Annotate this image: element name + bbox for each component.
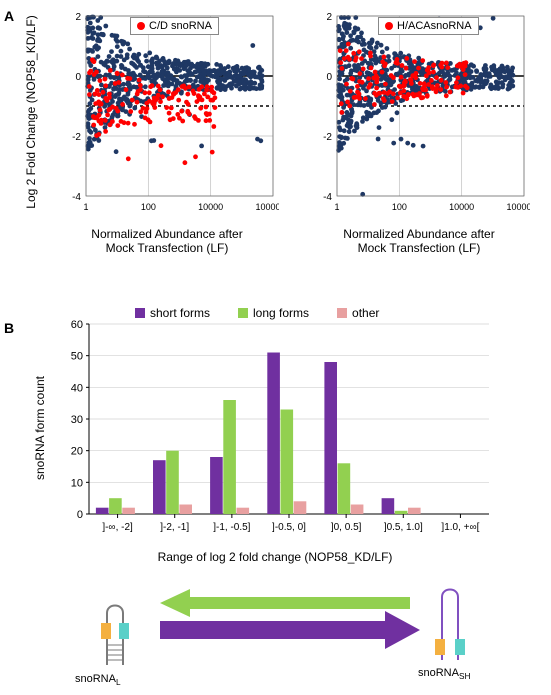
svg-text:0: 0 [326, 72, 332, 83]
arrow-top [160, 589, 410, 617]
svg-text:0: 0 [75, 72, 81, 83]
hairpin-left-icon [101, 606, 129, 666]
diagram-left-label: snoRNAL [75, 673, 121, 687]
svg-text:10000: 10000 [449, 202, 474, 212]
svg-text:50: 50 [71, 351, 83, 363]
scatter-right-plot: -4 -2 0 2 1 100 10000 1000000 [305, 12, 530, 222]
legend-dot-icon [385, 22, 393, 30]
svg-text:-2: -2 [72, 132, 81, 143]
scatter-left-plot: -4 -2 0 2 1 100 10000 1000000 [54, 12, 279, 222]
bar-ylabel: snoRNA form count [33, 338, 47, 518]
svg-text:-4: -4 [323, 192, 332, 203]
legend-dot-icon [137, 22, 145, 30]
panel-label-a: A [4, 8, 14, 24]
svg-text:-2: -2 [323, 132, 332, 143]
panel-label-b: B [4, 320, 14, 336]
svg-text:]-∞, -2]: ]-∞, -2] [102, 522, 133, 533]
hairpin-right-icon [435, 590, 465, 661]
scatter-left-xlabel: Normalized Abundance afterMock Transfect… [62, 227, 272, 256]
svg-text:0: 0 [77, 509, 83, 521]
svg-text:]-1, -0.5]: ]-1, -0.5] [213, 522, 250, 533]
legend-right: H/ACAsnoRNA [378, 17, 479, 35]
svg-text:100: 100 [392, 202, 407, 212]
svg-text:100: 100 [141, 202, 156, 212]
svg-text:]-0.5, 0]: ]-0.5, 0] [272, 522, 306, 533]
panel-a-scatter-container: Log 2 Fold Change (NOP58_KD/LF) -4-20211… [30, 12, 540, 272]
bar-chart-plot: 0 10 20 30 40 50 60 ]-∞, -2] ]-2, -1] ]-1, -0.5]]… [55, 318, 495, 548]
arrow-bottom [160, 611, 420, 649]
svg-text:10: 10 [71, 477, 83, 489]
swatch-icon [337, 308, 347, 318]
svg-text:2: 2 [75, 12, 81, 23]
bar-xlabel: Range of log 2 fold change (NOP58_KD/LF) [55, 550, 495, 564]
svg-text:]0.5, 1.0]: ]0.5, 1.0] [384, 522, 423, 533]
legend-left: C/D snoRNA [130, 17, 219, 35]
svg-text:40: 40 [71, 382, 83, 394]
swatch-icon [238, 308, 248, 318]
svg-text:]0, 0.5]: ]0, 0.5] [331, 522, 362, 533]
panel-b-diagram: snoRNAL snoRNASH [40, 585, 510, 690]
scatter-right-xlabel: Normalized Abundance afterMock Transfect… [314, 227, 524, 256]
svg-text:2: 2 [326, 12, 332, 23]
diagram-right-label: snoRNASH [418, 667, 470, 681]
svg-text:1000000: 1000000 [255, 202, 279, 212]
legend-right-text: H/ACAsnoRNA [397, 20, 472, 32]
svg-text:]1.0, +∞[: ]1.0, +∞[ [441, 522, 479, 533]
svg-text:1000000: 1000000 [506, 202, 530, 212]
svg-text:10000: 10000 [198, 202, 223, 212]
svg-text:]-2, -1]: ]-2, -1] [160, 522, 189, 533]
scatter-ylabel: Log 2 Fold Change (NOP58_KD/LF) [24, 12, 38, 212]
swatch-icon [135, 308, 145, 318]
figure-root: A Log 2 Fold Change (NOP58_KD/LF) -4 -2 0 2… [0, 0, 551, 694]
legend-left-text: C/D snoRNA [149, 20, 212, 32]
panel-b-bar-container: short forms long forms other snoRNA form… [55, 318, 495, 578]
svg-text:-4: -4 [72, 192, 81, 203]
svg-text:20: 20 [71, 446, 83, 458]
svg-text:1: 1 [334, 202, 339, 212]
svg-text:1: 1 [83, 202, 88, 212]
svg-text:60: 60 [71, 319, 83, 331]
svg-text:30: 30 [71, 414, 83, 426]
